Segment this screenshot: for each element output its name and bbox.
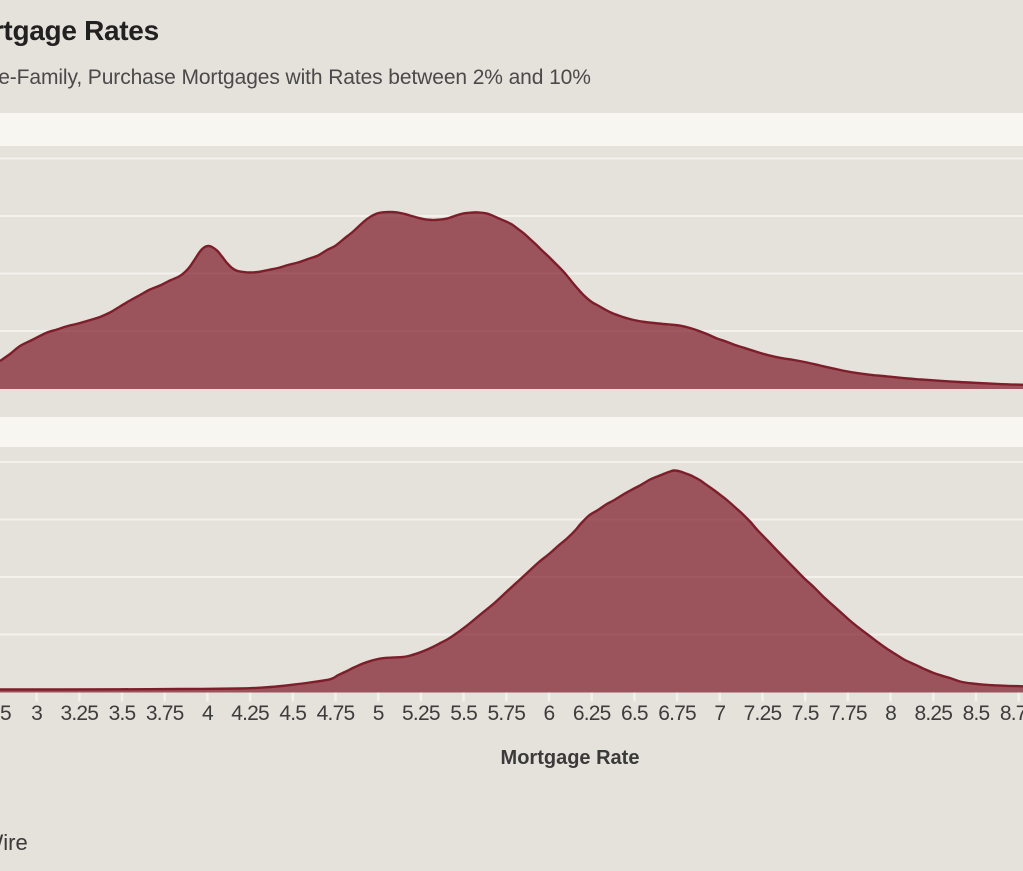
svg-text:6.75: 6.75	[658, 702, 696, 725]
svg-text:8.5: 8.5	[963, 702, 990, 725]
svg-text:7: 7	[714, 702, 725, 725]
svg-text:6.25: 6.25	[573, 702, 611, 725]
svg-text:5: 5	[373, 702, 384, 725]
svg-text:4.25: 4.25	[231, 702, 269, 725]
svg-text:4.5: 4.5	[279, 702, 306, 725]
svg-text:6.5: 6.5	[621, 702, 648, 725]
svg-text:7.75: 7.75	[829, 702, 867, 725]
svg-text:6: 6	[544, 702, 555, 725]
svg-text:Mortgage Rate: Mortgage Rate	[501, 747, 640, 769]
svg-text:Wire: Wire	[0, 830, 28, 855]
svg-text:8.75: 8.75	[1000, 702, 1023, 725]
svg-text:5.5: 5.5	[450, 702, 477, 725]
svg-text:3.75: 3.75	[146, 702, 184, 725]
svg-text:3.25: 3.25	[60, 702, 98, 725]
svg-text:4.75: 4.75	[317, 702, 355, 725]
svg-text:7.25: 7.25	[744, 702, 782, 725]
svg-text:4: 4	[202, 702, 214, 725]
svg-text:8.25: 8.25	[914, 702, 952, 725]
svg-text:5.25: 5.25	[402, 702, 440, 725]
svg-text:3: 3	[31, 702, 42, 725]
svg-text:3.5: 3.5	[109, 702, 136, 725]
svg-text:8: 8	[885, 702, 896, 725]
svg-text:5: 5	[0, 702, 11, 725]
svg-text:7.5: 7.5	[792, 702, 819, 725]
svg-text:5.75: 5.75	[487, 702, 525, 725]
